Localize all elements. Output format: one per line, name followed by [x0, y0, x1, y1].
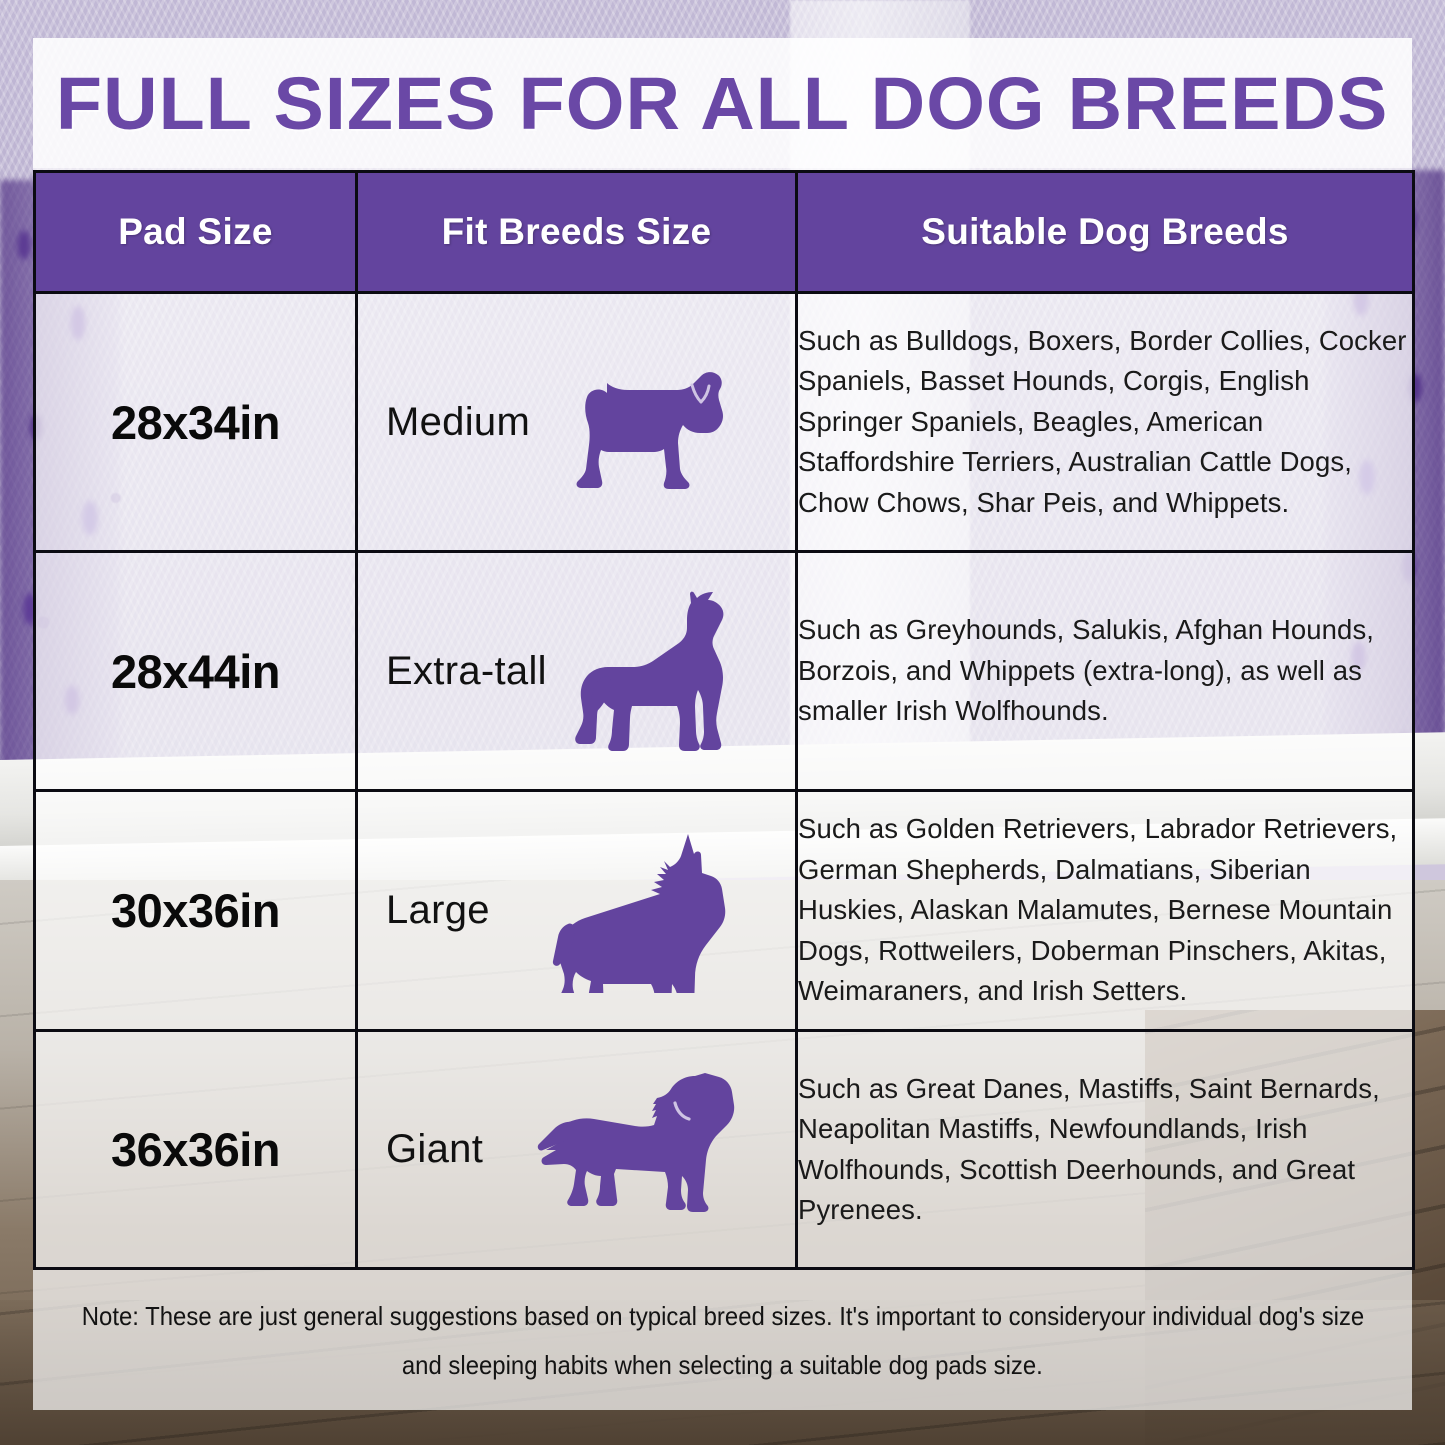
suitable-dog-breeds-text: Such as Golden Retrievers, Labrador Retr…	[795, 789, 1415, 1032]
table-row: 28x44in Extra-tall Such as Greyhounds, S…	[33, 550, 1415, 792]
fit-breeds-size-label: Large	[386, 888, 490, 932]
suitable-dog-breeds-text: Such as Bulldogs, Boxers, Border Collies…	[795, 291, 1415, 553]
suitable-dog-breeds-text: Such as Greyhounds, Salukis, Afghan Houn…	[795, 550, 1415, 792]
fit-breeds-cell: Large	[355, 789, 798, 1032]
fit-breeds-size-label: Extra-tall	[386, 648, 547, 693]
fit-breeds-size-label: Giant	[386, 1127, 484, 1171]
suitable-dog-breeds-text: Such as Great Danes, Mastiffs, Saint Ber…	[795, 1029, 1415, 1270]
bulldog-silhouette-icon	[530, 347, 791, 497]
table-row: 28x34in Medium Such as Bulldogs, Boxers,…	[33, 291, 1415, 553]
pad-size-value: 36x36in	[33, 1029, 358, 1270]
table-row: 36x36in Giant Such as Great Danes, Masti…	[33, 1029, 1415, 1270]
page-title: FULL SIZES FOR ALL DOG BREEDS	[56, 61, 1389, 145]
column-header-fit-breeds-size: Fit Breeds Size	[355, 170, 798, 294]
table-body: 28x34in Medium Such as Bulldogs, Boxers,…	[33, 291, 1415, 1270]
table-header-row: Pad Size Fit Breeds Size Suitable Dog Br…	[33, 170, 1415, 294]
fit-breeds-cell: Extra-tall	[355, 550, 798, 792]
column-header-pad-size: Pad Size	[33, 170, 358, 294]
fit-breeds-size-label: Medium	[386, 399, 531, 444]
table-row: 30x36in Large Such as Golden Retrievers,…	[33, 789, 1415, 1032]
column-header-suitable-dog-breeds: Suitable Dog Breeds	[795, 170, 1415, 294]
pad-size-value: 28x44in	[33, 550, 358, 792]
table-header: Pad Size Fit Breeds Size Suitable Dog Br…	[33, 170, 1415, 294]
footer-note-line-1: Note: These are just general suggestions…	[81, 1300, 1364, 1331]
size-chart-table: Pad Size Fit Breeds Size Suitable Dog Br…	[33, 170, 1415, 1270]
title-band: FULL SIZES FOR ALL DOG BREEDS	[33, 38, 1412, 168]
footer-note: Note: These are just general suggestions…	[33, 1272, 1412, 1410]
fit-breeds-cell: Medium	[355, 291, 798, 553]
footer-note-line-2: and sleeping habits when selecting a sui…	[402, 1350, 1043, 1380]
pad-size-value: 30x36in	[33, 789, 358, 1032]
german-shepherd-silhouette-icon	[490, 828, 791, 993]
greyhound-silhouette-icon	[547, 584, 791, 759]
retriever-silhouette-icon	[483, 1070, 791, 1230]
fit-breeds-cell: Giant	[355, 1029, 798, 1270]
pad-size-value: 28x34in	[33, 291, 358, 553]
